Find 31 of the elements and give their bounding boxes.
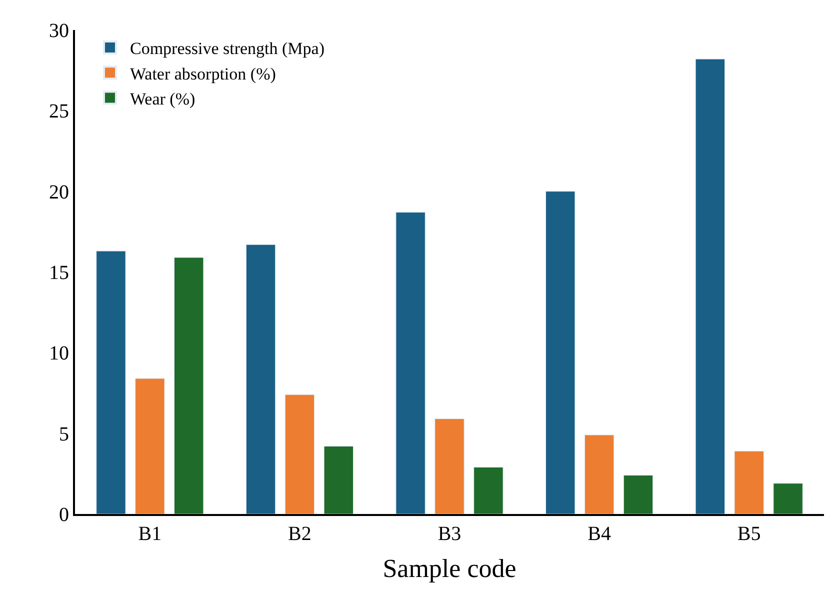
bar <box>396 212 426 514</box>
bar <box>474 466 504 514</box>
y-tick-label: 15 <box>49 262 69 284</box>
y-tick-label: 10 <box>49 342 69 365</box>
bar <box>695 58 726 514</box>
x-tick-label: B4 <box>588 523 611 545</box>
x-axis-title: Sample code <box>382 554 516 584</box>
bar <box>434 418 464 514</box>
bar <box>324 446 354 514</box>
bar <box>773 483 803 514</box>
x-tick-label: B1 <box>138 523 162 545</box>
bar <box>96 250 126 514</box>
x-tick-label: B3 <box>438 523 462 545</box>
x-tick-label: B5 <box>737 523 761 545</box>
bar <box>734 450 764 514</box>
y-tick-label: 0 <box>59 504 69 526</box>
bar <box>246 244 276 514</box>
y-tick-label: 25 <box>49 100 69 123</box>
bar <box>135 378 165 514</box>
x-tick-label: B2 <box>288 523 312 545</box>
legend-label: Wear (%) <box>130 89 196 108</box>
bar <box>584 434 614 514</box>
bar <box>174 257 204 514</box>
y-tick-label: 20 <box>49 181 69 204</box>
bar <box>546 191 576 514</box>
bar <box>284 394 315 514</box>
y-tick-label: 5 <box>59 423 69 446</box>
y-tick-label: 30 <box>49 20 69 42</box>
legend-label: Compressive strength (Mpa) <box>130 39 325 58</box>
bar <box>623 475 654 514</box>
legend-label: Water absorption (%) <box>130 64 276 84</box>
